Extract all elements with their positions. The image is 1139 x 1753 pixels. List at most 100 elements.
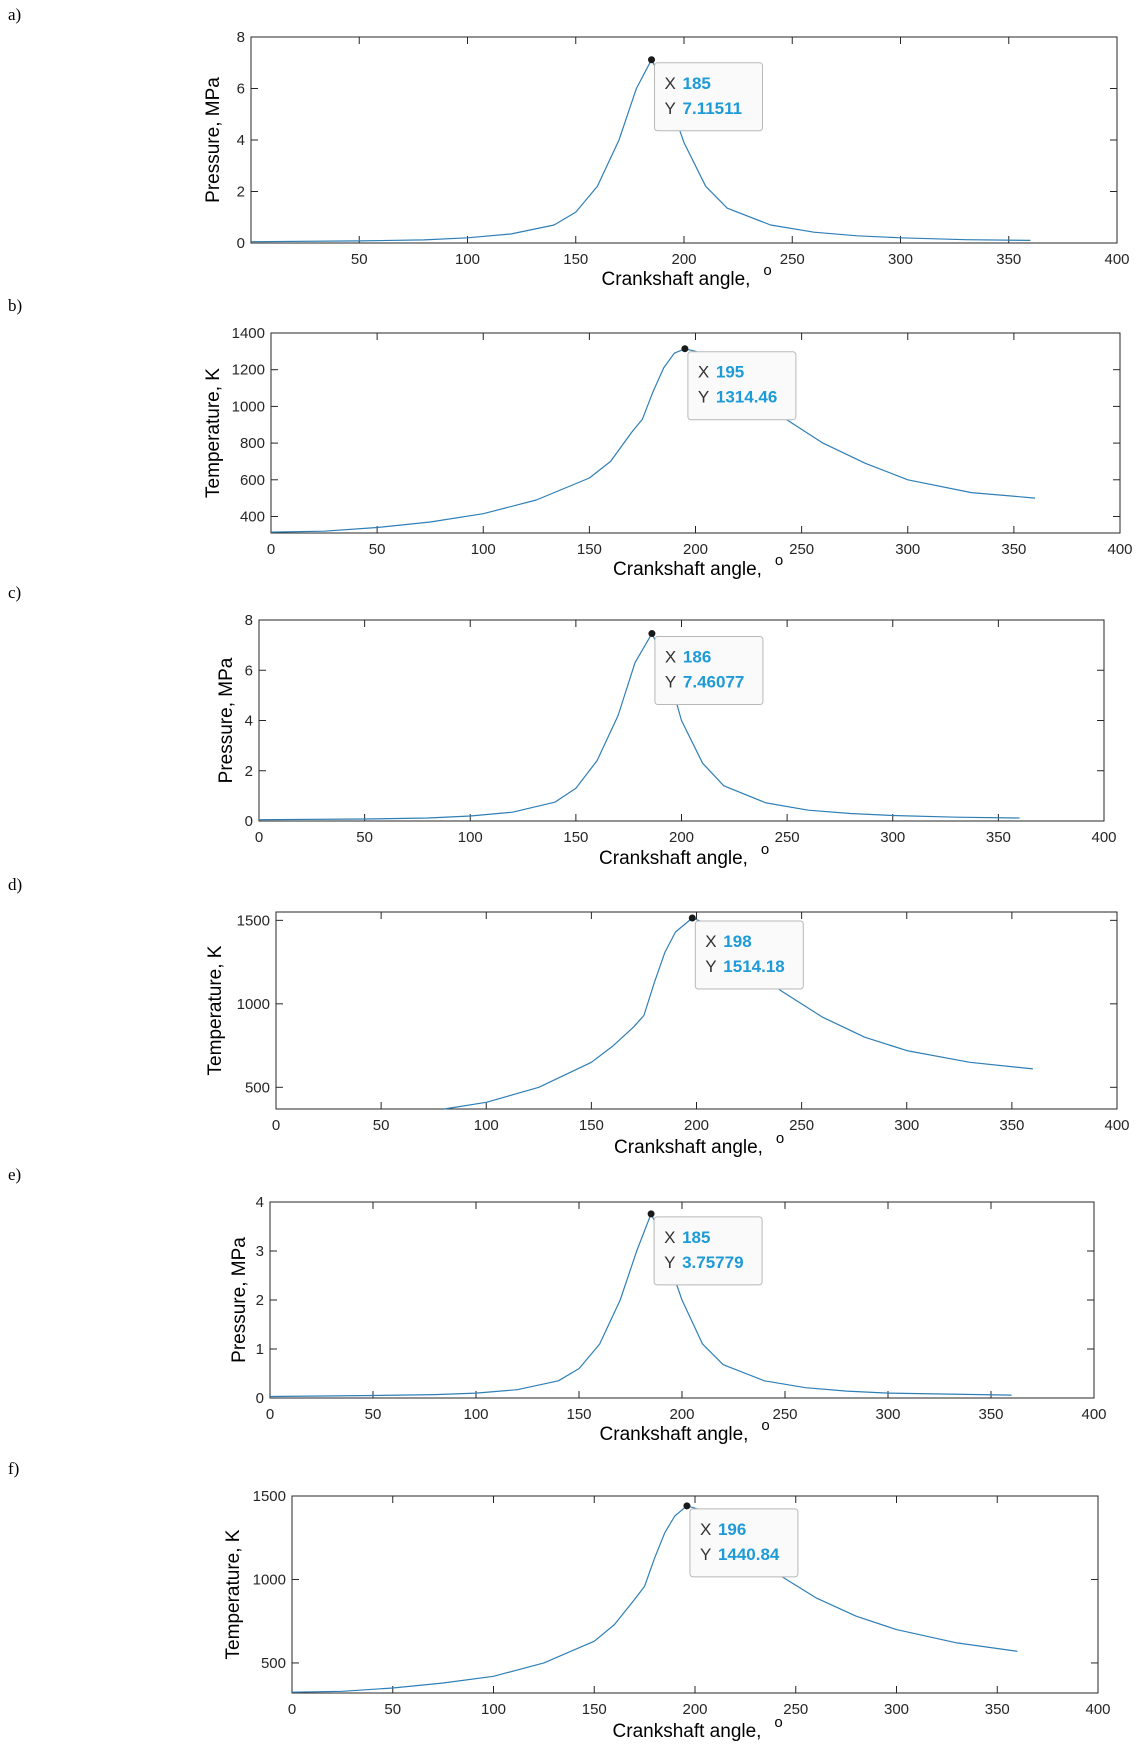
datatip-x-value: 186 [683,648,711,667]
datatip-box [653,1216,763,1286]
series-line [270,348,1036,533]
datatip-marker[interactable] [648,630,656,638]
x-axis-label: Crankshaft angle, [614,1137,763,1158]
x-tick-label: 200 [671,251,696,268]
x-tick-label: 100 [481,1701,506,1718]
chart-panel-1: a) 50 100 150 200 250 300 350 400 0 2 4 6 8 Crankshaft… [8,5,1130,290]
datatip-marker[interactable] [683,1502,691,1510]
x-axis-unit: o [761,841,769,858]
x-axis-label: Crankshaft angle, [600,1424,749,1445]
x-axis-unit: o [761,1417,769,1434]
datatip-y-value: 1314.46 [716,388,777,407]
x-tick-label: 250 [783,1701,808,1718]
y-tick-label: 600 [240,472,265,489]
x-tick-label: 200 [683,541,708,558]
x-tick-label: 100 [458,829,483,846]
x-tick-label: 350 [986,829,1011,846]
x-tick-label: 400 [1091,829,1116,846]
datatip-y-value: 3.75779 [682,1253,743,1272]
y-tick-label: 800 [240,435,265,452]
y-tick-label: 1500 [253,1488,286,1505]
y-tick-label: 2 [237,184,245,201]
x-tick-label: 50 [356,829,373,846]
panel-label: b) [8,296,22,315]
y-axis-label: Temperature, K [203,368,224,498]
x-tick-label: 200 [684,1117,709,1134]
x-tick-label: 0 [267,541,275,558]
datatip-marker[interactable] [648,56,656,64]
x-tick-label: 350 [985,1701,1010,1718]
panel-label: f) [8,1459,19,1478]
x-tick-label: 350 [999,1117,1024,1134]
datatip-marker[interactable] [688,914,696,922]
datatip-x-value: 185 [682,1228,710,1247]
datatip-marker[interactable] [681,345,689,353]
datatip[interactable]: X 196 Y 1440.84 [689,1508,799,1578]
x-tick-label: 400 [1107,541,1132,558]
x-tick-label: 150 [563,251,588,268]
panel-label: d) [8,875,22,894]
datatip-y-key: Y [700,1545,711,1564]
y-tick-label: 2 [256,1292,264,1309]
x-tick-label: 200 [669,829,694,846]
x-axis-unit: o [775,552,783,569]
datatip-y-key: Y [698,388,709,407]
y-tick-label: 400 [240,508,265,525]
panel-label: e) [8,1165,21,1184]
x-tick-label: 400 [1085,1701,1110,1718]
x-tick-label: 150 [579,1117,604,1134]
y-tick-label: 2 [245,763,253,780]
x-tick-label: 150 [566,1406,591,1423]
x-tick-label: 150 [563,829,588,846]
datatip-x-key: X [705,932,716,951]
y-tick-label: 6 [237,81,245,98]
x-tick-label: 300 [884,1701,909,1718]
x-axis-label: Crankshaft angle, [613,559,762,580]
y-axis-label: Temperature, K [223,1529,244,1659]
x-tick-label: 0 [266,1406,274,1423]
x-tick-label: 50 [365,1406,382,1423]
datatip-y-value: 1514.18 [723,957,784,976]
y-tick-label: 0 [256,1390,264,1407]
datatip-box [689,1508,799,1578]
datatip[interactable]: X 185 Y 7.11511 [654,62,764,132]
x-tick-label: 400 [1081,1406,1106,1423]
y-tick-label: 4 [256,1194,264,1211]
datatip-x-key: X [665,74,676,93]
x-tick-label: 50 [351,251,368,268]
y-tick-label: 0 [245,813,253,830]
datatip-x-value: 185 [683,74,711,93]
x-tick-label: 350 [996,251,1021,268]
datatip-box [654,636,764,706]
y-axis-label: Temperature, K [205,945,226,1075]
series-line [291,1505,1018,1693]
datatip[interactable]: X 185 Y 3.75779 [653,1216,763,1286]
x-tick-label: 200 [682,1701,707,1718]
x-axis-unit: o [774,1714,782,1731]
datatip[interactable]: X 195 Y 1314.46 [687,351,797,421]
panel-label: a) [8,5,21,24]
x-tick-label: 250 [780,251,805,268]
x-tick-label: 200 [669,1406,694,1423]
datatip-y-value: 1440.84 [718,1545,780,1564]
x-tick-label: 0 [255,829,263,846]
x-tick-label: 0 [288,1701,296,1718]
datatip[interactable]: X 186 Y 7.46077 [654,636,764,706]
datatip-y-value: 7.46077 [683,673,744,692]
x-tick-label: 400 [1104,1117,1129,1134]
datatip-x-value: 195 [716,363,744,382]
y-tick-label: 1000 [237,996,270,1013]
panel-label: c) [8,583,21,602]
datatip-marker[interactable] [647,1210,655,1218]
datatip[interactable]: X 198 Y 1514.18 [694,920,804,990]
y-tick-label: 8 [245,612,253,629]
y-tick-label: 500 [245,1079,270,1096]
x-tick-label: 100 [471,541,496,558]
x-tick-label: 50 [369,541,386,558]
x-axis-label: Crankshaft angle, [602,269,751,290]
x-axis-unit: o [763,262,771,279]
y-tick-label: 1000 [232,398,265,415]
x-tick-label: 300 [895,541,920,558]
y-tick-label: 8 [237,29,245,46]
